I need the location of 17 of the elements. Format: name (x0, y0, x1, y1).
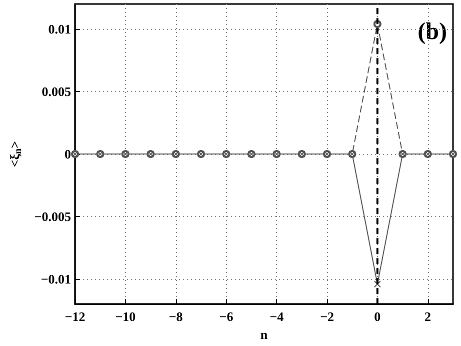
x-tick-label: −12 (64, 309, 86, 324)
y-axis-title: <ξn> (7, 140, 24, 168)
y-tick-label: 0.01 (48, 22, 72, 37)
y-tick-label: −0.01 (40, 272, 72, 287)
y-tick-label: 0.005 (42, 84, 72, 100)
x-tick-label: 0 (374, 309, 381, 324)
x-tick-label: −6 (219, 309, 234, 324)
x-axis-title: n (260, 327, 268, 342)
x-tick-label: 2 (424, 309, 432, 324)
annotation: (b) (418, 19, 448, 45)
x-tick-label: −10 (115, 309, 136, 324)
x-tick-label: −2 (320, 309, 334, 324)
y-tick-label: −0.005 (34, 209, 72, 224)
x-tick-label: −4 (270, 309, 284, 324)
y-tick-label: 0 (64, 146, 72, 162)
x-tick-label: −8 (168, 309, 184, 324)
point (374, 280, 381, 288)
